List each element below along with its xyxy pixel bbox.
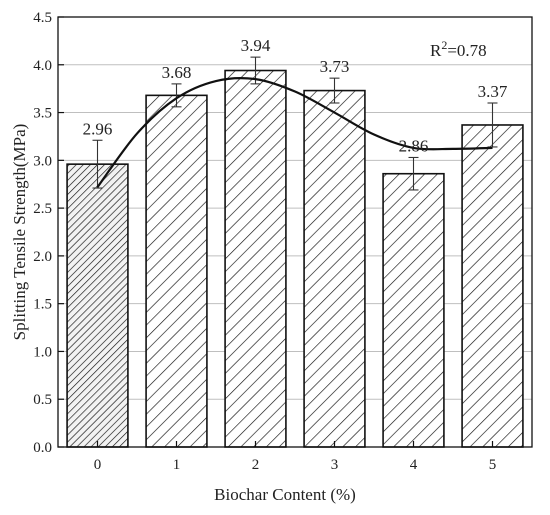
y-tick-label: 4.5	[33, 10, 52, 26]
y-tick-label: 2.0	[33, 249, 52, 265]
y-axis-ticks: 0.0 0.5 1.0 1.5 2.0 2.5 3.0 3.5 4.0 4.5	[33, 10, 64, 456]
trendline	[96, 77, 493, 188]
r2-prefix: R	[430, 41, 442, 60]
r2-annotation: R2=0.78	[430, 38, 487, 60]
x-tick-label: 3	[331, 457, 339, 473]
x-axis-title: Biochar Content (%)	[214, 485, 356, 504]
error-bar-1	[171, 83, 182, 108]
y-tick-label: 2.5	[33, 201, 52, 217]
value-label-2: 3.94	[241, 36, 271, 55]
error-bar-3	[329, 77, 340, 104]
y-tick-label: 0.0	[33, 440, 52, 456]
x-tick-label: 0	[94, 457, 102, 473]
grid-lines	[58, 64, 532, 400]
bar-2	[224, 69, 287, 448]
x-tick-label: 1	[173, 457, 181, 473]
value-label-3: 3.73	[320, 57, 350, 76]
bar-0	[66, 163, 129, 448]
error-bars-group	[92, 56, 498, 191]
y-tick-label: 4.0	[33, 58, 52, 74]
x-tick-label: 2	[252, 457, 260, 473]
y-tick-label: 3.5	[33, 106, 52, 122]
trendline-group	[96, 77, 493, 188]
x-tick-label: 5	[489, 457, 497, 473]
bar-1	[145, 94, 208, 448]
error-bar-0	[92, 139, 103, 189]
y-tick-label: 3.0	[33, 153, 52, 169]
y-axis-title: Splitting Tensile Strength(MPa)	[10, 124, 29, 341]
bar-5	[461, 124, 524, 448]
value-label-4: 2.86	[399, 136, 429, 155]
x-tick-label: 4	[410, 457, 418, 473]
plot-frame	[57, 16, 533, 448]
bars-group	[66, 69, 524, 448]
error-bar-4	[408, 156, 419, 191]
value-label-1: 3.68	[162, 63, 192, 82]
value-labels-group: 2.96 3.68 3.94 3.73 2.86 3.37	[83, 36, 508, 155]
r2-value: =0.78	[447, 41, 486, 60]
y-tick-label: 1.5	[33, 297, 52, 313]
bar-4	[382, 172, 445, 448]
r2-exponent: 2	[441, 38, 447, 52]
value-label-5: 3.37	[478, 82, 508, 101]
y-tick-label: 0.5	[33, 392, 52, 408]
value-label-0: 2.96	[83, 119, 113, 138]
bar-3	[303, 89, 366, 448]
y-tick-label: 1.0	[33, 344, 52, 360]
x-axis-ticks: 0 1 2 3 4 5	[94, 441, 497, 473]
